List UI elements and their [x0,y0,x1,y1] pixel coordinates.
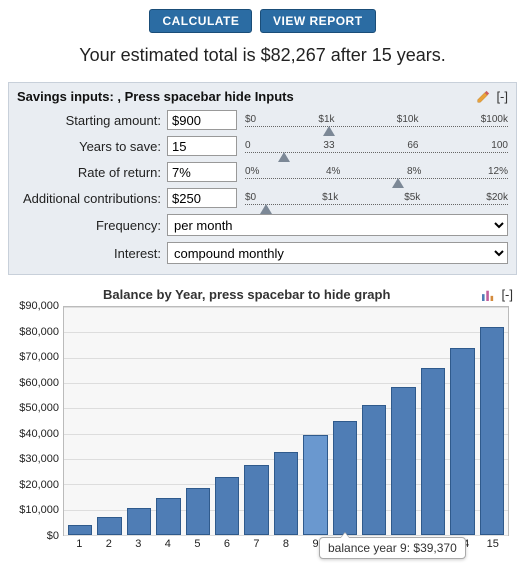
slider-starting-amount[interactable]: $0 $1k $10k $100k [245,114,508,127]
slider-thumb-starting-amount[interactable] [323,126,335,136]
chart-bar[interactable] [97,517,121,535]
label-years: Years to save: [17,139,167,154]
slider-years[interactable]: 0 33 66 100 [245,140,508,153]
x-tick: 5 [185,538,210,550]
slider-tick: 0 [245,140,251,151]
slider-tick: $20k [486,192,508,203]
chart-bar[interactable] [333,421,357,536]
y-tick: $20,000 [19,479,59,491]
chart-y-axis: $0$10,000$20,000$30,000$40,000$50,000$60… [8,306,63,536]
chart-bar[interactable] [480,327,504,535]
x-tick: 3 [126,538,151,550]
chart-bar[interactable] [244,465,268,535]
select-frequency[interactable]: per month [167,214,508,236]
inputs-panel: Savings inputs: , Press spacebar hide In… [8,82,517,275]
slider-tick: $0 [245,192,256,203]
chart-bar[interactable] [274,452,298,535]
label-rate: Rate of return: [17,165,167,180]
x-tick: 15 [480,538,505,550]
select-interest[interactable]: compound monthly [167,242,508,264]
y-tick: $60,000 [19,377,59,389]
label-contrib: Additional contributions: [17,191,167,206]
y-tick: $0 [47,530,59,542]
slider-tick: 8% [407,166,421,177]
slider-thumb-contrib[interactable] [260,204,272,214]
y-tick: $50,000 [19,402,59,414]
inputs-collapse-toggle[interactable]: [-] [496,89,508,104]
chart-block: Balance by Year, press spacebar to hide … [8,287,517,550]
slider-tick: 100 [491,140,508,151]
slider-thumb-years[interactable] [278,152,290,162]
slider-tick: $5k [404,192,420,203]
y-tick: $30,000 [19,453,59,465]
chart-bar[interactable] [156,498,180,535]
chart-bar[interactable] [303,435,327,535]
slider-rate[interactable]: 0% 4% 8% 12% [245,166,508,179]
slider-tick: 4% [326,166,340,177]
slider-tick: 0% [245,166,259,177]
inputs-panel-title: Savings inputs: , Press spacebar hide In… [17,89,476,104]
label-frequency: Frequency: [17,218,167,233]
chart-bar[interactable] [215,477,239,535]
chart-plot: balance year 9: $39,370 [63,306,509,536]
input-years[interactable] [167,136,237,156]
slider-tick: $1k [318,114,334,125]
chart-bar[interactable] [127,508,151,535]
chart-bar[interactable] [450,348,474,535]
slider-tick: 33 [323,140,334,151]
input-contrib[interactable] [167,188,237,208]
pencil-icon[interactable] [476,90,490,104]
chart-bar[interactable] [362,405,386,535]
slider-thumb-rate[interactable] [392,178,404,188]
input-rate[interactable] [167,162,237,182]
slider-tick: 66 [407,140,418,151]
slider-contrib[interactable]: $0 $1k $5k $20k [245,192,508,205]
x-tick: 1 [67,538,92,550]
y-tick: $70,000 [19,351,59,363]
slider-tick: $0 [245,114,256,125]
slider-tick: $1k [322,192,338,203]
slider-tick: $100k [481,114,508,125]
chart-bar[interactable] [421,368,445,535]
chart-bar[interactable] [68,525,92,535]
input-starting-amount[interactable] [167,110,237,130]
y-tick: $80,000 [19,326,59,338]
chart-title: Balance by Year, press spacebar to hide … [12,287,481,302]
y-tick: $10,000 [19,504,59,516]
slider-tick: 12% [488,166,508,177]
x-tick: 4 [156,538,181,550]
x-tick: 7 [244,538,269,550]
y-tick: $40,000 [19,428,59,440]
label-starting-amount: Starting amount: [17,113,167,128]
chart-bar[interactable] [186,488,210,535]
chart-collapse-toggle[interactable]: [-] [501,287,513,302]
chart-tooltip: balance year 9: $39,370 [319,537,466,559]
label-interest: Interest: [17,246,167,261]
x-tick: 6 [215,538,240,550]
slider-tick: $10k [397,114,419,125]
x-tick: 8 [274,538,299,550]
summary-text: Your estimated total is $82,267 after 15… [8,39,517,82]
chart-bar[interactable] [391,387,415,535]
y-tick: $90,000 [19,300,59,312]
calculate-button[interactable]: CALCULATE [149,9,252,33]
view-report-button[interactable]: VIEW REPORT [260,9,376,33]
bar-chart-icon[interactable] [481,289,495,301]
x-tick: 2 [97,538,122,550]
